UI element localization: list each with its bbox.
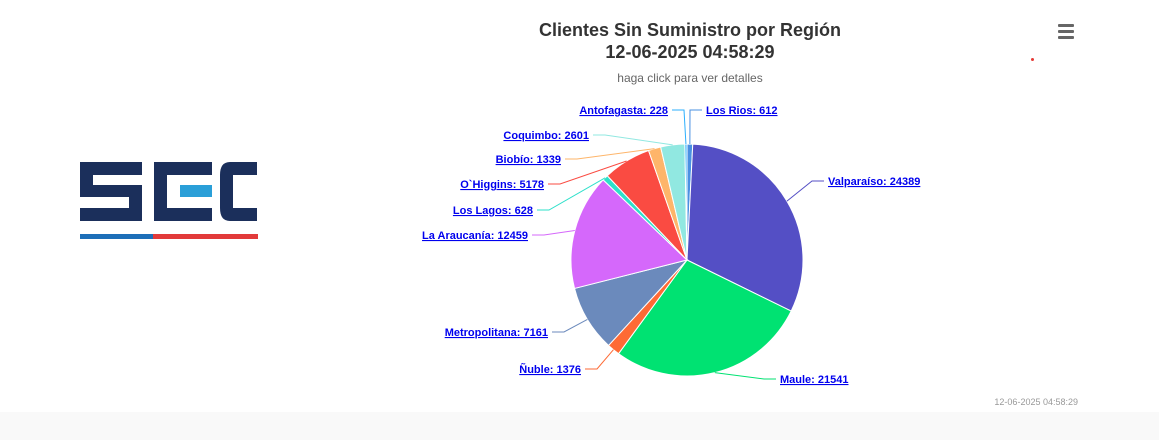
page-footer-strip <box>0 412 1159 440</box>
connector-maule <box>714 372 776 380</box>
pie-slice-maule[interactable] <box>617 259 792 377</box>
data-label-la-araucania[interactable]: La Araucanía: 12459 <box>422 230 528 242</box>
status-dot <box>1031 58 1034 61</box>
connector-o-higgins <box>548 160 627 185</box>
data-label-coquimbo[interactable]: Coquimbo: 2601 <box>503 130 589 142</box>
pie-chart: Los Rios: 612 Valparaíso: 24389 Maule: 215… <box>422 105 920 386</box>
data-label-los-rios[interactable]: Los Rios: 612 <box>706 105 778 117</box>
data-label-antofagasta[interactable]: Antofagasta: 228 <box>579 105 668 117</box>
chart-subtitle: haga click para ver detalles <box>617 71 763 85</box>
data-label-nuble[interactable]: Ñuble: 1376 <box>519 363 581 376</box>
connector-biobio <box>565 148 655 160</box>
pie-slice-valparaiso[interactable] <box>686 143 804 312</box>
chart-credits: 12-06-2025 04:58:29 <box>994 397 1078 407</box>
chart-title: Clientes Sin Suministro por Región <box>538 20 842 40</box>
chart-datetime: 12-06-2025 04:58:29 <box>605 42 775 62</box>
connector-los-rios <box>689 109 702 145</box>
connector-la-araucania <box>532 229 575 236</box>
connector-antofagasta <box>672 109 687 145</box>
connector-coquimbo <box>593 134 673 146</box>
data-label-valparaiso[interactable]: Valparaíso: 24389 <box>828 176 920 188</box>
hamburger-menu-icon[interactable] <box>1055 20 1079 42</box>
data-label-biobio[interactable]: Biobío: 1339 <box>496 154 561 166</box>
connector-metropolitana <box>552 318 588 333</box>
data-label-maule[interactable]: Maule: 21541 <box>780 374 848 386</box>
connector-valparaiso <box>786 180 824 202</box>
data-label-metropolitana[interactable]: Metropolitana: 7161 <box>445 327 548 339</box>
sec-logo <box>62 140 277 265</box>
connector-los-lagos <box>537 177 606 211</box>
pie-slice-la-araucania[interactable] <box>570 179 688 290</box>
pie-slice-antofagasta[interactable] <box>684 143 688 261</box>
data-label-o-higgins[interactable]: O`Higgins: 5178 <box>460 179 544 191</box>
data-label-los-lagos[interactable]: Los Lagos: 628 <box>453 205 533 217</box>
connector-nuble <box>585 349 614 370</box>
